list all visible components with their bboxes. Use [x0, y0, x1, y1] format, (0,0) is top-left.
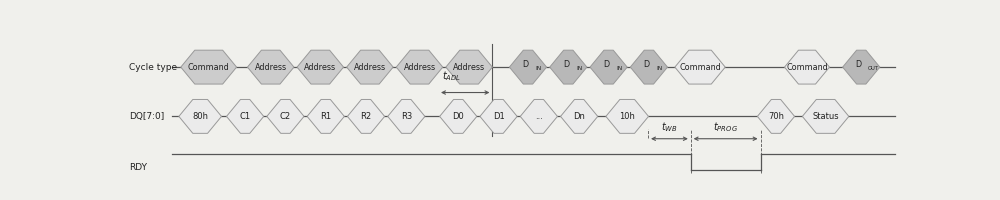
Text: Command: Command [679, 63, 721, 72]
Text: 80h: 80h [192, 112, 208, 121]
Polygon shape [347, 50, 393, 84]
Polygon shape [446, 50, 492, 84]
Polygon shape [440, 99, 477, 133]
Polygon shape [347, 99, 385, 133]
Text: C2: C2 [280, 112, 291, 121]
Polygon shape [227, 99, 264, 133]
Text: Address: Address [304, 63, 336, 72]
Text: D: D [603, 60, 609, 69]
Polygon shape [785, 50, 829, 84]
Polygon shape [509, 50, 547, 84]
Polygon shape [675, 50, 725, 84]
Text: DQ[7:0]: DQ[7:0] [129, 112, 164, 121]
Polygon shape [550, 50, 587, 84]
Polygon shape [267, 99, 304, 133]
Text: Address: Address [403, 63, 436, 72]
Text: $t_{WB}$: $t_{WB}$ [661, 120, 678, 134]
Polygon shape [480, 99, 517, 133]
Text: IN: IN [616, 66, 622, 71]
Text: Command: Command [786, 63, 828, 72]
Text: D: D [644, 60, 650, 69]
Text: ...: ... [535, 112, 543, 121]
Text: D0: D0 [452, 112, 464, 121]
Polygon shape [590, 50, 627, 84]
Text: $t_{PROG}$: $t_{PROG}$ [713, 120, 738, 134]
Text: $t_{ADL}$: $t_{ADL}$ [442, 69, 461, 83]
Text: Address: Address [255, 63, 287, 72]
Text: D: D [563, 60, 569, 69]
Polygon shape [520, 99, 557, 133]
Text: R2: R2 [360, 112, 372, 121]
Text: Dn: Dn [573, 112, 585, 121]
Text: 70h: 70h [768, 112, 784, 121]
Text: RDY: RDY [129, 163, 147, 172]
Polygon shape [181, 50, 237, 84]
Text: D: D [523, 60, 529, 69]
Text: C1: C1 [240, 112, 251, 121]
Polygon shape [396, 50, 443, 84]
Polygon shape [843, 50, 880, 84]
Text: Command: Command [188, 63, 230, 72]
Text: 10h: 10h [619, 112, 635, 121]
Text: IN: IN [657, 66, 663, 71]
Text: D: D [855, 60, 861, 69]
Polygon shape [802, 99, 849, 133]
Polygon shape [297, 50, 344, 84]
Polygon shape [757, 99, 795, 133]
Polygon shape [247, 50, 294, 84]
Text: Cycle type: Cycle type [129, 63, 177, 72]
Text: R1: R1 [320, 112, 331, 121]
Polygon shape [606, 99, 649, 133]
Text: R3: R3 [401, 112, 412, 121]
Polygon shape [307, 99, 344, 133]
Polygon shape [388, 99, 425, 133]
Text: IN: IN [536, 66, 542, 71]
Text: Address: Address [354, 63, 386, 72]
Text: Address: Address [453, 63, 485, 72]
Text: Status: Status [812, 112, 839, 121]
Text: IN: IN [576, 66, 582, 71]
Polygon shape [179, 99, 221, 133]
Polygon shape [561, 99, 598, 133]
Text: OUT: OUT [867, 66, 879, 71]
Text: D1: D1 [493, 112, 504, 121]
Polygon shape [630, 50, 668, 84]
